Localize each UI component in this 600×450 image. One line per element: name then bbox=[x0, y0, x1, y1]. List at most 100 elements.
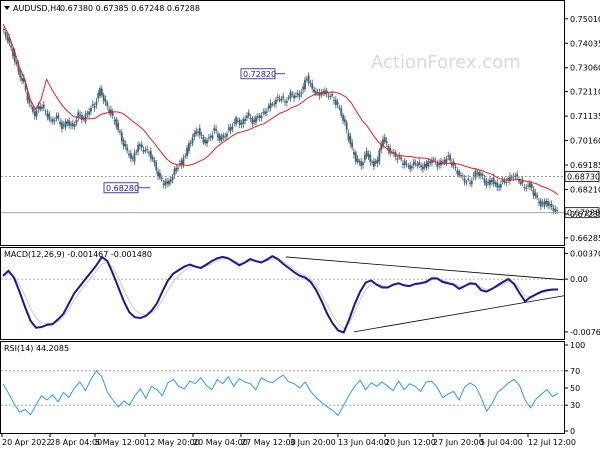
symbol-label: AUDUSD,H4 bbox=[13, 4, 61, 13]
candle-body bbox=[285, 101, 288, 103]
candle-body bbox=[429, 161, 432, 164]
rsi-panel bbox=[0, 341, 565, 434]
candle-body bbox=[293, 95, 296, 99]
candle-body bbox=[541, 202, 544, 204]
price-candles bbox=[3, 27, 558, 215]
candle-body bbox=[550, 203, 553, 207]
candle-body bbox=[503, 180, 506, 183]
candle-body bbox=[42, 104, 45, 108]
candle-body bbox=[44, 111, 47, 113]
candle-body bbox=[423, 164, 426, 168]
candle-body bbox=[509, 175, 511, 182]
candle-body bbox=[528, 182, 531, 187]
candle-body bbox=[545, 200, 548, 205]
candle-body bbox=[95, 101, 98, 106]
candle-body bbox=[392, 152, 395, 154]
moving-average-line bbox=[2, 23, 559, 195]
candle-body bbox=[369, 154, 372, 162]
candle-body bbox=[111, 112, 114, 116]
candle-body bbox=[188, 143, 190, 152]
candle-body bbox=[336, 101, 339, 105]
symbol-header: AUDUSD,H4 0.67380 0.67385 0.67248 0.6728… bbox=[4, 4, 200, 13]
candle-body bbox=[380, 144, 383, 151]
candle-body bbox=[458, 171, 461, 176]
candle-body bbox=[139, 144, 141, 147]
candle-body bbox=[169, 179, 172, 182]
candle-body bbox=[456, 170, 459, 174]
candle-body bbox=[454, 166, 457, 168]
candle-body bbox=[91, 103, 94, 106]
candle-body bbox=[351, 142, 354, 148]
candle-body bbox=[467, 178, 470, 180]
rsi-tick-label: 30 bbox=[570, 401, 580, 410]
candle-body bbox=[485, 181, 488, 186]
candle-body bbox=[99, 88, 101, 96]
candle-body bbox=[307, 75, 310, 84]
candle-body bbox=[514, 175, 517, 177]
candle-body bbox=[543, 201, 546, 207]
candle-body bbox=[470, 180, 473, 185]
price-tick-label: 0.75010 bbox=[570, 15, 600, 24]
candle-body bbox=[432, 159, 435, 161]
candle-body bbox=[22, 77, 25, 83]
candle-body bbox=[64, 121, 67, 128]
last-price-tag bbox=[564, 207, 600, 219]
candle-body bbox=[378, 150, 381, 162]
candle-body bbox=[547, 201, 549, 207]
candle-body bbox=[300, 92, 303, 94]
candle-body bbox=[180, 160, 183, 166]
candle-body bbox=[211, 134, 214, 139]
candle-body bbox=[481, 174, 484, 176]
candle-body bbox=[24, 83, 27, 91]
high-annotation-label: 0.72820 bbox=[243, 70, 276, 79]
candle-body bbox=[353, 151, 355, 155]
candle-body bbox=[84, 114, 87, 122]
candle-body bbox=[414, 163, 417, 165]
candle-body bbox=[21, 77, 23, 81]
candle-body bbox=[298, 94, 301, 97]
candle-body bbox=[162, 183, 165, 185]
price-tick-label: 0.73060 bbox=[570, 64, 600, 73]
candle-body bbox=[327, 95, 330, 97]
candle-body bbox=[146, 149, 149, 151]
candle-body bbox=[521, 180, 524, 183]
candle-body bbox=[403, 160, 406, 165]
candle-body bbox=[166, 181, 169, 184]
candle-body bbox=[149, 151, 152, 159]
rsi-tick-label: 50 bbox=[570, 384, 580, 393]
candle-body bbox=[207, 137, 210, 139]
candle-body bbox=[302, 86, 305, 90]
candle-body bbox=[409, 164, 412, 170]
candle-body bbox=[289, 92, 292, 99]
candle-body bbox=[93, 105, 96, 109]
time-tick-label: 20 Apr 2022 bbox=[2, 438, 51, 447]
candle-body bbox=[186, 147, 188, 157]
candle-body bbox=[505, 181, 508, 183]
candle-body bbox=[262, 112, 265, 114]
price-panel bbox=[0, 0, 565, 246]
candle-body bbox=[338, 107, 341, 109]
candle-body bbox=[463, 178, 466, 182]
candle-body bbox=[436, 163, 439, 167]
candle-body bbox=[177, 167, 179, 170]
candle-body bbox=[102, 94, 105, 101]
candle-body bbox=[304, 79, 306, 90]
candle-body bbox=[309, 82, 312, 84]
rsi-title: RSI(14) 44.2085 bbox=[4, 344, 69, 353]
candle-body bbox=[374, 160, 377, 164]
candle-body bbox=[68, 120, 71, 126]
rsi-tick-label: 0 bbox=[570, 427, 575, 436]
price-axis: 0.75010 0.74035 0.73060 0.72110 0.71135 0.701… bbox=[564, 15, 600, 243]
candle-body bbox=[296, 92, 299, 95]
candle-body bbox=[53, 120, 56, 122]
candle-body bbox=[247, 112, 250, 117]
candle-body bbox=[240, 123, 243, 125]
macd-axis: 0.003700 0.00 -0.007608 bbox=[564, 249, 600, 337]
macd-tick-label: 0.003700 bbox=[570, 249, 600, 258]
low-annotation-label: 0.68280 bbox=[106, 184, 139, 193]
candle-body bbox=[460, 175, 462, 177]
time-tick-label: 3 Jun 20:00 bbox=[290, 438, 336, 447]
candle-body bbox=[356, 158, 359, 162]
candle-body bbox=[516, 174, 519, 177]
candle-body bbox=[396, 158, 399, 160]
